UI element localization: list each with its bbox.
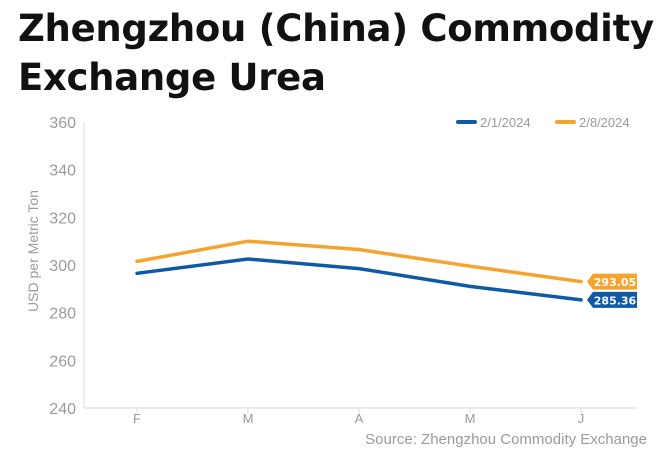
- x-tick-label: A: [355, 411, 364, 426]
- end-label-tag: [587, 291, 637, 308]
- x-tick-label: M: [243, 411, 254, 426]
- y-axis-label: USD per Metric Ton: [25, 190, 41, 312]
- legend-label: 2/8/2024: [579, 115, 630, 130]
- x-tick-label: J: [578, 411, 585, 426]
- x-tick-label: M: [465, 411, 476, 426]
- end-label-value: 285.36: [594, 294, 637, 307]
- y-tick-label: 360: [49, 115, 76, 132]
- end-label-value: 293.05: [594, 276, 636, 289]
- legend-label: 2/1/2024: [480, 115, 531, 130]
- source-note: Source: Zhengzhou Commodity Exchange: [365, 431, 647, 448]
- x-tick-label: F: [133, 411, 141, 426]
- series-lines: [135, 239, 583, 302]
- series-line-1: [135, 257, 583, 302]
- y-tick-label: 340: [49, 163, 76, 180]
- legend: 2/1/2024 2/8/2024: [456, 115, 630, 130]
- end-label-tag: [587, 273, 637, 290]
- end-labels: 285.36 293.05: [587, 273, 637, 308]
- y-tick-label: 320: [49, 210, 76, 227]
- y-tick-label: 240: [49, 401, 76, 418]
- series-line-2: [135, 239, 583, 284]
- y-tick-label: 300: [49, 258, 76, 275]
- y-axis: 240 260 280 300 320 340 360: [49, 115, 85, 418]
- y-tick-label: 280: [49, 306, 76, 323]
- chart-title: Zhengzhou (China) Commodity Exchange Ure…: [18, 7, 654, 99]
- y-tick-label: 260: [49, 353, 76, 370]
